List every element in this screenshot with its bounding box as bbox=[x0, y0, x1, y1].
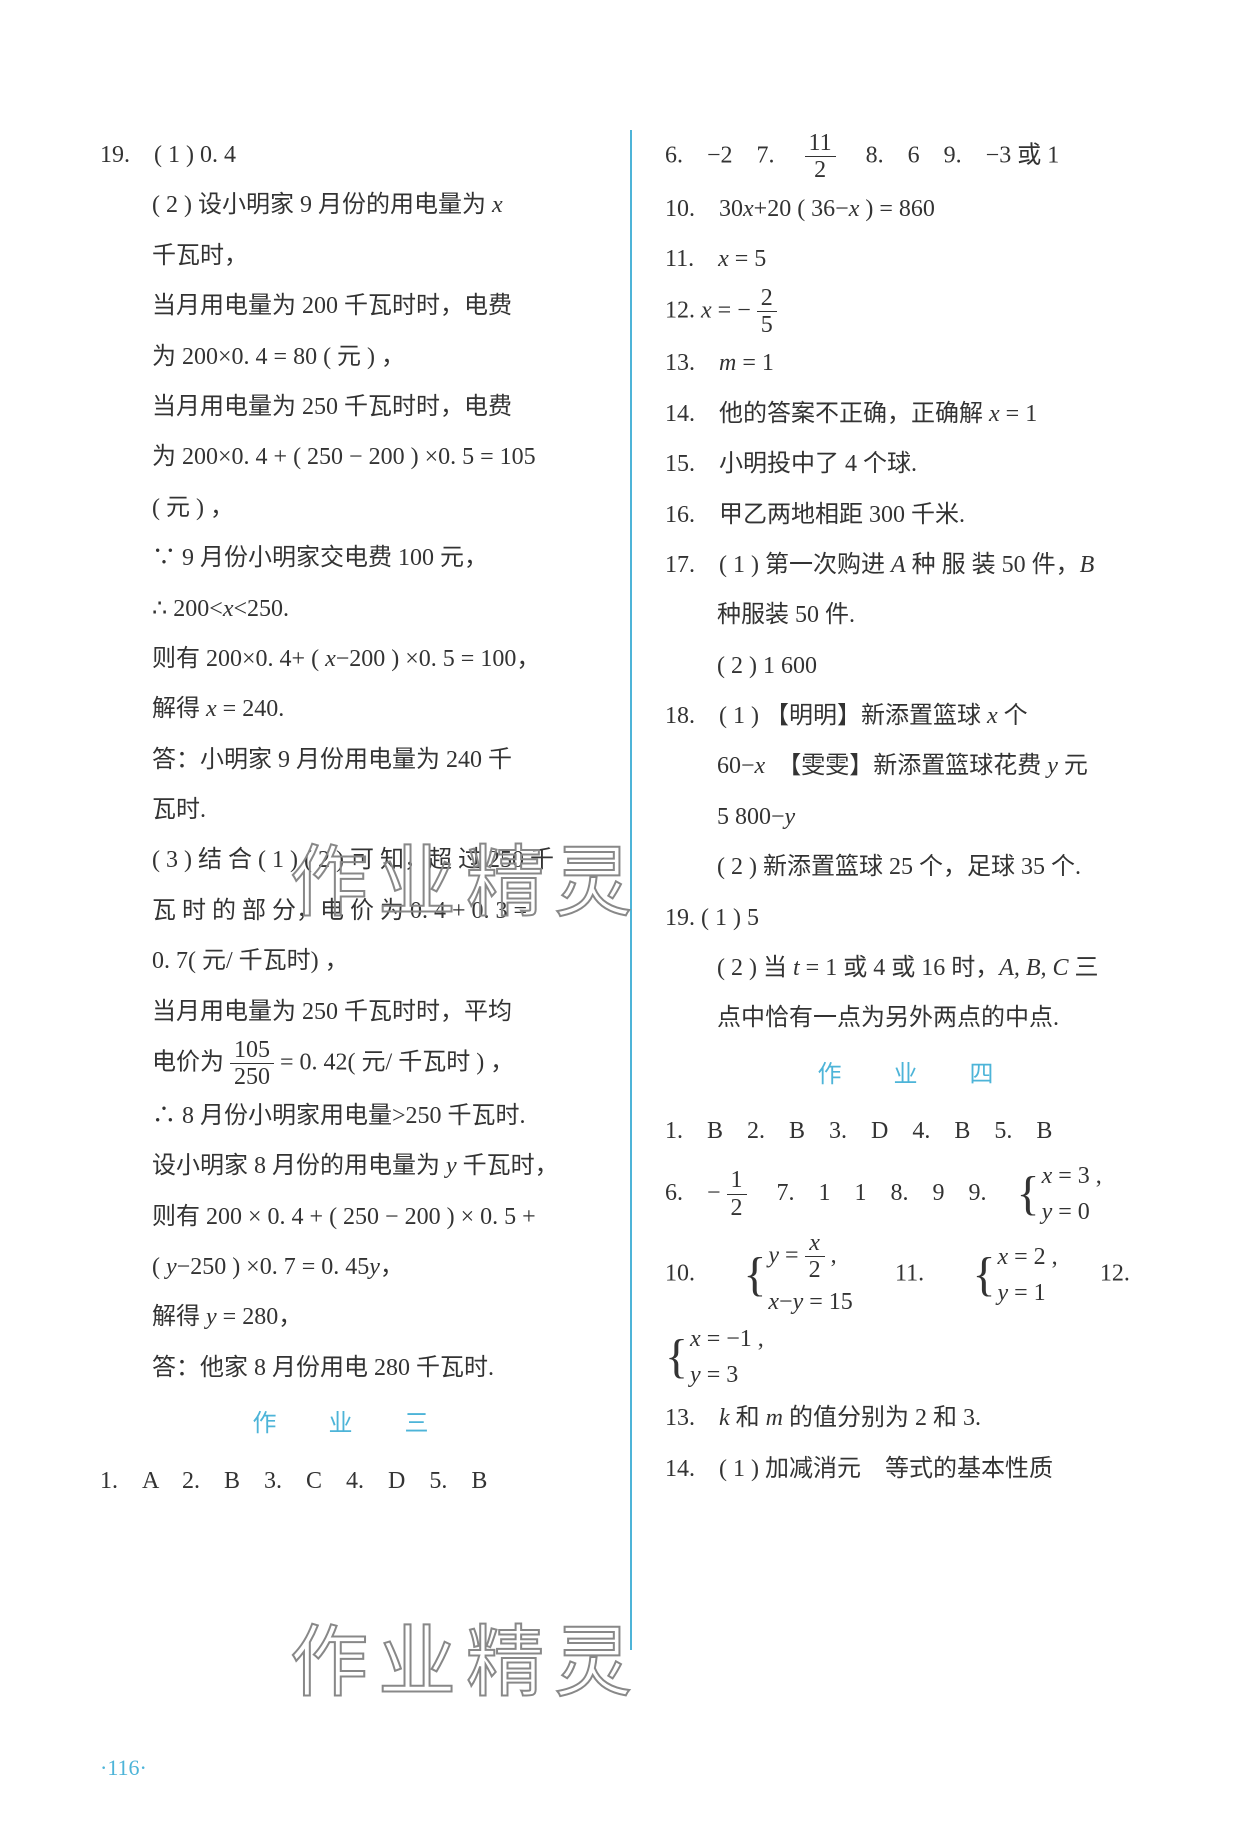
text-line: ( 2 ) 新添置篮球 25 个，足球 35 个. bbox=[665, 842, 1160, 892]
section-title-3: 作 业 三 bbox=[100, 1399, 595, 1449]
text-line: 瓦 时 的 部 分，电 价 为 0. 4 + 0. 3 = bbox=[100, 886, 595, 936]
text-line: 解得 x = 240. bbox=[100, 684, 595, 734]
text-line: 5 800−y bbox=[665, 792, 1160, 842]
text-line: 点中恰有一点为另外两点的中点. bbox=[665, 993, 1160, 1043]
text-line: 0. 7( 元/ 千瓦时) ， bbox=[100, 936, 595, 986]
equation-system: {x = 3 ,y = 0 bbox=[1017, 1158, 1102, 1230]
text-line: 10. { y = x2 , x−y = 15 11. {x = 2 ,y = … bbox=[665, 1230, 1160, 1393]
section-title-4: 作 业 四 bbox=[665, 1050, 1160, 1100]
fraction: 105250 bbox=[230, 1037, 274, 1091]
text-line: 1. A 2. B 3. C 4. D 5. B bbox=[100, 1456, 595, 1506]
text-line: 答：他家 8 月份用电 280 千瓦时. bbox=[100, 1343, 595, 1393]
fraction: 25 bbox=[757, 285, 777, 339]
text-line: ( 元 ) ， bbox=[100, 483, 595, 533]
text-line: 19. ( 1 ) 0. 4 bbox=[100, 130, 595, 180]
text-line: 10. 30x+20 ( 36−x ) = 860 bbox=[665, 184, 1160, 234]
text-line: 答：小明家 9 月份用电量为 240 千 bbox=[100, 735, 595, 785]
text-line: 16. 甲乙两地相距 300 千米. bbox=[665, 490, 1160, 540]
text-line: ( 3 ) 结 合 ( 1 ) ( 2 ) 可 知，超 过 250 千 bbox=[100, 835, 595, 885]
text-line: ( 2 ) 当 t = 1 或 4 或 16 时，A, B, C 三 bbox=[665, 943, 1160, 993]
equation-system: {x = 2 ,y = 1 bbox=[972, 1239, 1057, 1311]
text-line: 12. x = − 25 bbox=[665, 285, 1160, 339]
text-line: 60−x 【雯雯】新添置篮球花费 y 元 bbox=[665, 741, 1160, 791]
text-line: 13. m = 1 bbox=[665, 338, 1160, 388]
text-line: 18. ( 1 ) 【明明】新添置篮球 x 个 bbox=[665, 691, 1160, 741]
page-number: ·116· bbox=[100, 1755, 147, 1781]
equation-system: {x = −1 ,y = 3 bbox=[665, 1321, 764, 1393]
text-line: 千瓦时， bbox=[100, 231, 595, 281]
text-line: 则有 200 × 0. 4 + ( 250 − 200 ) × 0. 5 + bbox=[100, 1192, 595, 1242]
text-line: 19. ( 1 ) 5 bbox=[665, 893, 1160, 943]
text-line: ( 2 ) 设小明家 9 月份的用电量为 x bbox=[100, 180, 595, 230]
text-line: 解得 y = 280， bbox=[100, 1292, 595, 1342]
text-line: 当月用电量为 200 千瓦时时，电费 bbox=[100, 281, 595, 331]
text-line: 13. k 和 m 的值分别为 2 和 3. bbox=[665, 1393, 1160, 1443]
text-line: 17. ( 1 ) 第一次购进 A 种 服 装 50 件，B bbox=[665, 540, 1160, 590]
text-line: 设小明家 8 月份的用电量为 y 千瓦时， bbox=[100, 1141, 595, 1191]
text-line: 1. B 2. B 3. D 4. B 5. B bbox=[665, 1106, 1160, 1156]
text-line: ∴ 8 月份小明家用电量>250 千瓦时. bbox=[100, 1091, 595, 1141]
text-line: 当月用电量为 250 千瓦时时，电费 bbox=[100, 382, 595, 432]
text-line: 为 200×0. 4 = 80 ( 元 ) ， bbox=[100, 332, 595, 382]
text-line: 6. −2 7. 112 8. 6 9. −3 或 1 bbox=[665, 130, 1160, 184]
text-line: 15. 小明投中了 4 个球. bbox=[665, 439, 1160, 489]
fraction: 112 bbox=[805, 130, 836, 184]
text-line: ( 2 ) 1 600 bbox=[665, 641, 1160, 691]
text-line: 瓦时. bbox=[100, 785, 595, 835]
text-line: ( y−250 ) ×0. 7 = 0. 45y， bbox=[100, 1242, 595, 1292]
content-columns: 19. ( 1 ) 0. 4 ( 2 ) 设小明家 9 月份的用电量为 x 千瓦… bbox=[100, 130, 1160, 1690]
text-line: 14. ( 1 ) 加减消元 等式的基本性质 bbox=[665, 1444, 1160, 1494]
text-line: 为 200×0. 4 + ( 250 − 200 ) ×0. 5 = 105 bbox=[100, 432, 595, 482]
text-line: 6. − 12 7. 1 1 8. 9 9. {x = 3 ,y = 0 bbox=[665, 1157, 1160, 1230]
text-line: ∵ 9 月份小明家交电费 100 元， bbox=[100, 533, 595, 583]
equation-system: { y = x2 , x−y = 15 bbox=[743, 1230, 852, 1320]
text-line: 11. x = 5 bbox=[665, 234, 1160, 284]
column-divider bbox=[630, 130, 632, 1650]
text-line: 14. 他的答案不正确，正确解 x = 1 bbox=[665, 389, 1160, 439]
fraction: 12 bbox=[727, 1167, 747, 1221]
text-line: 电价为 105250 = 0. 42( 元/ 千瓦时 ) ， bbox=[100, 1037, 595, 1091]
text-line: 种服装 50 件. bbox=[665, 590, 1160, 640]
text-line: 当月用电量为 250 千瓦时时，平均 bbox=[100, 987, 595, 1037]
text-line: 则有 200×0. 4+ ( x−200 ) ×0. 5 = 100， bbox=[100, 634, 595, 684]
right-column: 6. −2 7. 112 8. 6 9. −3 或 1 10. 30x+20 (… bbox=[630, 130, 1160, 1690]
left-column: 19. ( 1 ) 0. 4 ( 2 ) 设小明家 9 月份的用电量为 x 千瓦… bbox=[100, 130, 630, 1690]
fraction: x2 bbox=[805, 1230, 825, 1284]
text-line: ∴ 200<x<250. bbox=[100, 584, 595, 634]
